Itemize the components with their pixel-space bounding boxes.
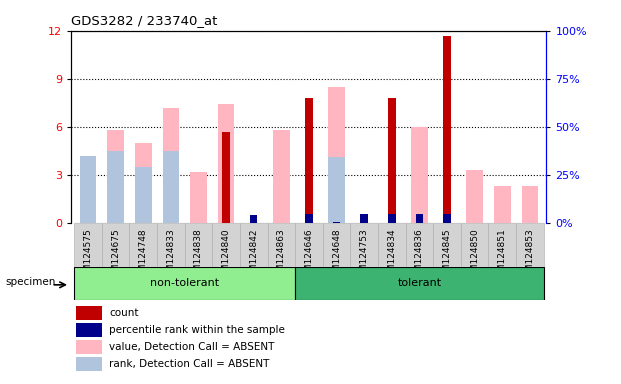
Bar xyxy=(273,130,289,223)
Text: GSM124675: GSM124675 xyxy=(111,228,120,283)
Bar xyxy=(433,223,461,267)
Text: GSM124753: GSM124753 xyxy=(360,228,369,283)
Text: GSM124853: GSM124853 xyxy=(525,228,535,283)
Text: GSM124648: GSM124648 xyxy=(332,228,341,283)
Bar xyxy=(163,108,179,223)
Bar xyxy=(157,223,184,267)
Bar xyxy=(222,131,230,223)
Bar xyxy=(443,214,451,223)
Bar xyxy=(74,223,102,267)
Bar xyxy=(461,223,489,267)
Text: GSM124845: GSM124845 xyxy=(443,228,451,283)
Bar xyxy=(388,98,396,223)
Bar xyxy=(74,267,295,300)
Bar xyxy=(494,186,510,223)
Bar xyxy=(76,357,102,371)
Bar xyxy=(295,267,544,300)
Text: GSM124863: GSM124863 xyxy=(277,228,286,283)
Text: GSM124838: GSM124838 xyxy=(194,228,203,283)
Text: GSM124836: GSM124836 xyxy=(415,228,424,283)
Bar xyxy=(378,223,406,267)
Text: GSM124851: GSM124851 xyxy=(498,228,507,283)
Text: count: count xyxy=(109,308,139,318)
Bar xyxy=(250,215,258,223)
Text: GSM124840: GSM124840 xyxy=(222,228,230,283)
Text: GSM124833: GSM124833 xyxy=(166,228,175,283)
Bar xyxy=(329,87,345,223)
Text: rank, Detection Call = ABSENT: rank, Detection Call = ABSENT xyxy=(109,359,270,369)
Bar xyxy=(76,306,102,320)
Bar xyxy=(406,223,433,267)
Bar xyxy=(466,170,483,223)
Text: GSM124575: GSM124575 xyxy=(83,228,93,283)
Bar xyxy=(411,127,428,223)
Bar xyxy=(516,223,544,267)
Bar xyxy=(79,165,96,223)
Bar xyxy=(76,340,102,354)
Bar xyxy=(79,156,96,223)
Bar xyxy=(489,223,516,267)
Bar xyxy=(240,223,268,267)
Bar xyxy=(360,214,368,223)
Bar xyxy=(333,222,340,223)
Bar xyxy=(388,214,396,223)
Bar xyxy=(305,214,313,223)
Text: tolerant: tolerant xyxy=(397,278,442,288)
Bar xyxy=(218,104,234,223)
Text: percentile rank within the sample: percentile rank within the sample xyxy=(109,325,285,335)
Bar xyxy=(135,167,152,223)
Bar xyxy=(107,130,124,223)
Bar xyxy=(102,223,129,267)
Bar xyxy=(163,151,179,223)
Bar xyxy=(184,223,212,267)
Text: GSM124842: GSM124842 xyxy=(249,228,258,283)
Text: GSM124748: GSM124748 xyxy=(138,228,148,283)
Bar xyxy=(135,143,152,223)
Text: GSM124850: GSM124850 xyxy=(470,228,479,283)
Bar xyxy=(522,186,538,223)
Bar xyxy=(295,223,323,267)
Text: GSM124834: GSM124834 xyxy=(388,228,396,283)
Bar xyxy=(305,98,313,223)
Text: GDS3282 / 233740_at: GDS3282 / 233740_at xyxy=(71,14,218,27)
Bar xyxy=(129,223,157,267)
Text: GSM124646: GSM124646 xyxy=(304,228,314,283)
Text: value, Detection Call = ABSENT: value, Detection Call = ABSENT xyxy=(109,342,275,352)
Bar xyxy=(212,223,240,267)
Bar xyxy=(268,223,295,267)
Bar xyxy=(350,223,378,267)
Bar xyxy=(415,214,423,223)
Bar xyxy=(323,223,350,267)
Bar xyxy=(190,172,207,223)
Bar xyxy=(329,157,345,223)
Bar xyxy=(107,151,124,223)
Bar xyxy=(76,323,102,337)
Text: non-tolerant: non-tolerant xyxy=(150,278,219,288)
Bar xyxy=(443,36,451,223)
Text: specimen: specimen xyxy=(6,276,56,286)
